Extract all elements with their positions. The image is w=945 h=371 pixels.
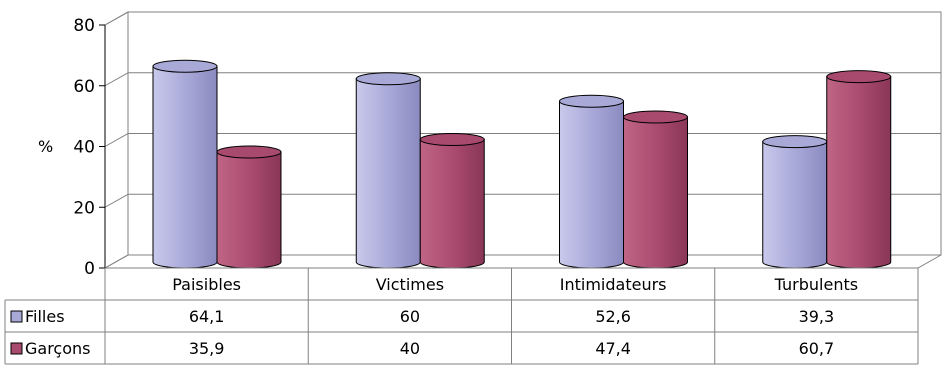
y-tick-label: 80 [73,16,95,36]
bar [559,100,624,269]
category-label: Intimidateurs [560,275,667,294]
y-tick-label: 0 [84,259,95,279]
bars [152,59,892,269]
bar [623,116,688,269]
y-axis-label: % [38,137,53,156]
bar [762,141,828,269]
bar [152,65,218,269]
data-label: 35,9 [189,339,225,358]
gridline-side [104,133,129,147]
data-label: 52,6 [595,307,631,326]
bar-top [152,59,218,73]
gridline-side [104,254,129,269]
bar-top [419,133,485,146]
data-label: 64,1 [189,307,225,326]
bar-top [216,145,282,159]
bar-top [559,94,624,108]
bar [355,78,421,269]
gridlines [104,11,941,269]
data-label: 60,7 [799,339,835,358]
legend-label: Filles [25,307,65,326]
bar-top [762,135,828,149]
data-label: 47,4 [595,339,631,358]
bar [216,151,282,269]
bar-top [623,110,688,124]
bar-top [826,70,892,84]
y-axis: 0 20 40 60 80 [73,16,106,279]
legend-swatch [10,310,23,323]
legend-label: Garçons [25,339,91,358]
gridline-side [104,72,129,87]
y-tick-label: 20 [73,198,95,218]
bar [826,76,892,269]
bar [419,139,485,269]
data-label: 39,3 [799,307,835,326]
category-label: Turbulents [774,275,858,294]
category-label: Paisibles [172,275,241,294]
gridline-side [104,11,129,26]
bar-top [355,72,421,86]
data-label: 60 [400,307,420,326]
y-tick-label: 60 [73,77,95,97]
gridline-side [104,193,129,208]
y-tick-label: 40 [73,138,95,158]
data-table: Paisibles Victimes Intimidateurs Turbulents… [4,267,919,365]
category-label: Victimes [376,275,444,294]
data-label: 40 [400,339,420,358]
legend-swatch [10,342,23,355]
